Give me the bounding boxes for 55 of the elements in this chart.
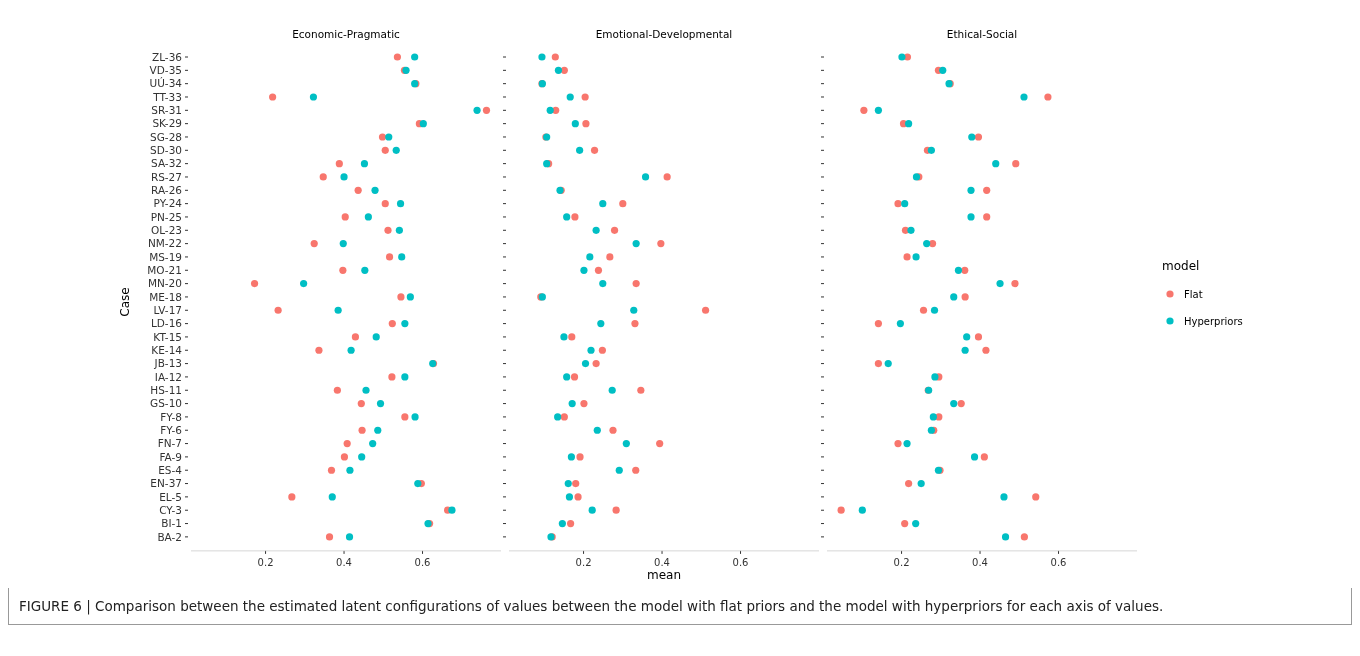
chart-title: Economic-Pragmatic <box>292 28 401 40</box>
y-tick-label: GS-10 <box>150 397 182 410</box>
y-tick-label: LV-17 <box>153 304 182 317</box>
x-tick-label: 0.4 <box>972 556 988 568</box>
x-tick-label: 0.2 <box>257 556 274 568</box>
chart-title: Emotional-Developmental <box>595 28 733 40</box>
x-axis-title: mean <box>646 567 682 582</box>
y-tick-label: SG-28 <box>150 130 182 143</box>
legend-label: Hyperpriors <box>1184 316 1243 327</box>
y-tick-label: VD-35 <box>149 64 182 77</box>
x-tick-label: 0.2 <box>893 556 910 568</box>
y-tick-label: MS-19 <box>149 250 182 263</box>
legend-label: Flat <box>1184 289 1203 300</box>
y-tick-label: FY-6 <box>160 424 183 437</box>
x-tick-label: 0.6 <box>414 556 431 568</box>
y-tick-label: LD-16 <box>150 317 183 330</box>
y-tick-label: JB-13 <box>153 357 182 370</box>
y-tick-label: HS-11 <box>150 384 182 397</box>
legend-title: model <box>1162 259 1200 273</box>
y-tick-label: CY-3 <box>159 504 182 517</box>
y-tick-label: MO-21 <box>147 264 182 277</box>
y-tick-label: SD-30 <box>150 144 182 157</box>
x-tick-label: 0.4 <box>654 556 670 568</box>
y-tick-label: IA-12 <box>154 370 182 383</box>
y-tick-label: KE-14 <box>151 344 183 357</box>
chart-title: Ethical-Social <box>946 28 1018 40</box>
x-tick-label: 0.6 <box>1050 556 1067 568</box>
y-tick-label: KT-15 <box>153 330 182 343</box>
y-tick-label: ZL-36 <box>151 50 183 63</box>
y-axis-title: Case <box>118 287 132 317</box>
y-tick-label: RA-26 <box>151 184 183 197</box>
y-tick-label: UÚ-34 <box>149 77 183 90</box>
y-tick-label: FY-8 <box>160 410 182 423</box>
y-tick-label: FN-7 <box>157 437 182 450</box>
y-tick-label: SA-32 <box>151 157 182 170</box>
y-tick-label: ES-4 <box>158 464 183 477</box>
y-tick-label: BA-2 <box>157 530 182 543</box>
y-tick-label: ME-18 <box>149 290 182 303</box>
caption: FIGURE 6 | Comparison between the estimated latent configurations of values between the model with flat priors and the model with hyperpriors for each axis of values. <box>8 588 1352 625</box>
y-tick-label: EL-5 <box>159 490 182 503</box>
x-tick-label: 0.6 <box>732 556 749 568</box>
y-tick-label: RS-27 <box>150 170 182 183</box>
y-tick-label: SK-29 <box>152 117 182 130</box>
x-tick-label: 0.2 <box>575 556 592 568</box>
y-tick-label: OL-23 <box>150 224 182 237</box>
y-tick-label: TT-33 <box>152 90 182 103</box>
y-tick-label: BI-1 <box>161 517 182 530</box>
y-tick-label: NM-22 <box>147 237 182 250</box>
x-tick-label: 0.4 <box>336 556 352 568</box>
y-tick-label: PN-25 <box>150 210 182 223</box>
y-tick-label: PY-24 <box>153 197 183 210</box>
y-tick-label: FA-9 <box>159 450 182 463</box>
y-tick-label: MN-20 <box>147 277 182 290</box>
y-tick-label: SR-31 <box>151 104 182 117</box>
y-tick-label: EN-37 <box>150 477 182 490</box>
